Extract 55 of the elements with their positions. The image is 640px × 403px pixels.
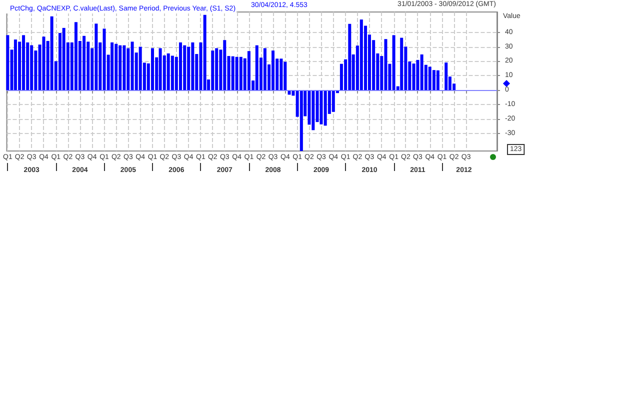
bar	[324, 90, 327, 126]
bar	[187, 46, 190, 90]
bar	[138, 46, 142, 90]
bar	[130, 42, 134, 90]
bar	[436, 70, 440, 90]
bar	[62, 28, 66, 90]
bar	[400, 38, 404, 90]
bar	[122, 45, 126, 90]
bar	[94, 24, 98, 90]
bar	[320, 90, 323, 124]
bar	[42, 36, 46, 90]
bar	[312, 90, 315, 130]
bar	[170, 56, 174, 90]
bar	[412, 64, 416, 90]
bar	[272, 50, 275, 90]
bar	[280, 58, 283, 90]
bar	[82, 36, 86, 90]
bar	[151, 48, 154, 90]
bar	[300, 90, 303, 151]
bar	[420, 54, 424, 90]
bar	[392, 35, 396, 90]
bar	[284, 62, 287, 90]
bar	[30, 45, 34, 90]
bar	[211, 50, 214, 90]
bar	[203, 14, 206, 90]
bar	[166, 53, 170, 90]
bar	[239, 56, 242, 90]
bar	[191, 42, 194, 90]
bar	[215, 48, 218, 90]
bar	[102, 28, 106, 90]
bar	[384, 39, 388, 90]
bar	[74, 22, 78, 90]
bar	[118, 45, 122, 90]
bar	[235, 56, 238, 90]
bar	[114, 44, 118, 90]
bar	[158, 48, 162, 90]
bar	[183, 45, 186, 90]
bar	[428, 66, 432, 90]
bar	[247, 51, 250, 90]
bar	[332, 90, 335, 112]
bar	[50, 16, 54, 90]
bar	[14, 40, 17, 90]
bar	[432, 70, 436, 90]
bar	[179, 42, 182, 90]
bar	[348, 24, 352, 90]
bar	[360, 20, 363, 90]
bar	[231, 56, 234, 90]
bar	[263, 48, 266, 90]
bar	[340, 64, 343, 90]
bar	[444, 62, 448, 90]
bar	[6, 35, 10, 90]
bar	[22, 35, 26, 90]
bar	[255, 45, 258, 90]
bar	[223, 40, 226, 90]
bar	[110, 42, 114, 90]
